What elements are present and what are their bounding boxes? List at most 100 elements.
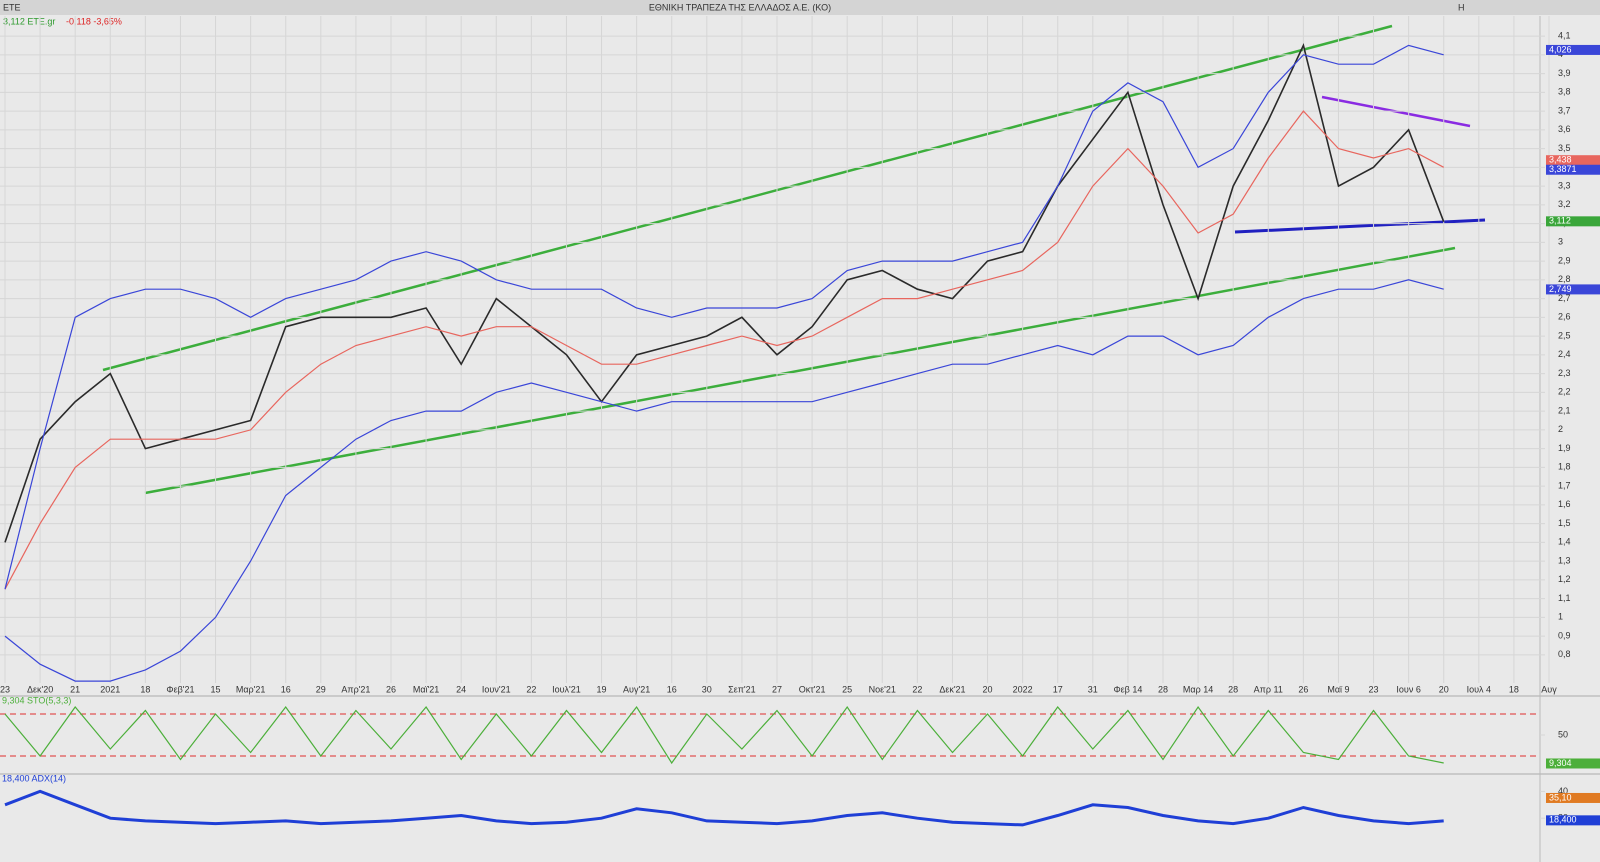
y-tick-label: 2,6 (1558, 312, 1571, 322)
x-tick-label: 2021 (100, 684, 120, 694)
y-tick-label: 1,7 (1558, 480, 1571, 490)
x-tick-label: 17 (1053, 684, 1063, 694)
trend-lines (102, 24, 1486, 495)
x-tick-label: 28 (1228, 684, 1238, 694)
series-line (4, 789, 1444, 827)
y-tick-label: 1,2 (1558, 574, 1571, 584)
y-tick-label: 1 (1558, 612, 1563, 622)
y-tick-label: 2,3 (1558, 368, 1571, 378)
y-tick-label: 2,4 (1558, 349, 1571, 359)
y-tick-label: 2 (1558, 424, 1563, 434)
price-tag (1546, 44, 1600, 55)
y-tick-label: 3,2 (1558, 199, 1571, 209)
x-tick-label: Απρ 11 (1254, 684, 1283, 694)
x-tick-label: 16 (281, 684, 291, 694)
x-tick-label: 15 (211, 684, 221, 694)
price-tag (1546, 815, 1600, 826)
title-bar (0, 0, 1600, 15)
y-tick-label: 3,7 (1558, 105, 1571, 115)
x-tick-label: 26 (386, 684, 396, 694)
y-tick-label: 3,9 (1558, 68, 1571, 78)
price-tag-label: 35,10 (1549, 792, 1572, 802)
x-tick-label: 28 (1158, 684, 1168, 694)
x-tick-label: 31 (1088, 684, 1098, 694)
x-tick-label: Δεκ'20 (27, 684, 53, 694)
x-tick-label: 23 (1369, 684, 1379, 694)
price-tag-label: 9,304 (1549, 758, 1572, 768)
y-tick-label: 1,8 (1558, 462, 1571, 472)
x-tick-label: Ιουν 6 (1396, 684, 1420, 694)
x-tick-label: Μαϊ 9 (1327, 684, 1349, 694)
x-tick-label: Μαρ 14 (1183, 684, 1213, 694)
x-tick-label: 29 (316, 684, 326, 694)
y-tick-label: 3,6 (1558, 124, 1571, 134)
x-tick-label: 23 (0, 684, 10, 694)
price-tag (1546, 792, 1600, 803)
quote-change: -0,118 -3,65% (66, 16, 122, 26)
x-tick-label: 2022 (1013, 684, 1033, 694)
y-tick-label: 3,8 (1558, 87, 1571, 97)
price-tag (1546, 155, 1600, 166)
y-tick-label: 1,9 (1558, 443, 1571, 453)
y-tick-label: 3,3 (1558, 180, 1571, 190)
y-tick-label: 2,2 (1558, 387, 1571, 397)
y-tick-label: 2,5 (1558, 330, 1571, 340)
x-tick-label: Σεπ'21 (728, 684, 756, 694)
x-tick-label: 20 (1439, 684, 1449, 694)
y-tick-label: 3,5 (1558, 143, 1571, 153)
x-tick-label: Απρ'21 (341, 684, 370, 694)
x-tick-label: 16 (667, 684, 677, 694)
support-line (1234, 218, 1486, 234)
x-tick-label: Αυγ (1541, 684, 1557, 694)
y-tick-label: 1,5 (1558, 518, 1571, 528)
x-tick-label: Ιουλ'21 (552, 684, 581, 694)
indicator-title: 18,400 ADX(14) (2, 773, 66, 783)
series-line (4, 43, 1445, 543)
price-tag-label: 4,026 (1549, 44, 1572, 54)
series-line (4, 44, 1444, 590)
indicator-title: 9,304 STO(5,3,3) (2, 695, 71, 705)
quote: 3,112 ETE.gr (3, 16, 55, 26)
y-tick-label: 1,4 (1558, 537, 1571, 547)
x-tick-label: Δεκ'21 (939, 684, 965, 694)
y-tick-label: 3 (1558, 237, 1563, 247)
y-tick-label: 1,3 (1558, 555, 1571, 565)
price-tag-label: 3,112 (1549, 216, 1571, 226)
price-tag-label: 18,400 (1549, 815, 1577, 825)
x-tick-label: Ιουλ 4 (1467, 684, 1491, 694)
y-tick-label: 2,1 (1558, 405, 1571, 415)
x-tick-label: Φεβ 14 (1113, 684, 1142, 694)
y-tick-label: 0,9 (1558, 630, 1571, 640)
y-tick-label: 4,1 (1558, 30, 1571, 40)
window-button[interactable]: H (1458, 2, 1465, 12)
channel-upper (102, 24, 1393, 372)
series-line (4, 279, 1444, 682)
price-tag (1546, 758, 1600, 769)
x-tick-label: 18 (1509, 684, 1519, 694)
x-tick-label: Φεβ'21 (166, 684, 194, 694)
price-tag-label: 3,438 (1549, 155, 1572, 165)
price-tag (1546, 284, 1600, 295)
channel-lower (144, 246, 1456, 495)
x-tick-label: Μαρ'21 (236, 684, 266, 694)
y-tick-label: 2,9 (1558, 255, 1571, 265)
y-tick-label: 2,7 (1558, 293, 1571, 303)
x-tick-label: 18 (140, 684, 150, 694)
x-tick-label: Ιουν'21 (482, 684, 511, 694)
symbol: ETE (3, 2, 21, 12)
x-tick-label: 22 (526, 684, 536, 694)
x-tick-label: Μαϊ'21 (413, 684, 439, 694)
price-tag (1546, 164, 1600, 175)
y-tick-label: 50 (1558, 729, 1568, 739)
x-tick-label: 21 (70, 684, 80, 694)
y-tick-label: 1,1 (1558, 593, 1571, 603)
x-tick-label: 30 (702, 684, 712, 694)
price-tag-label: 3,3871 (1549, 164, 1577, 174)
x-tick-label: 25 (842, 684, 852, 694)
window-title: ΕΘΝΙΚΗ ΤΡΑΠΕΖΑ ΤΗΣ ΕΛΛΑΔΟΣ Α.Ε. (ΚΟ) (649, 2, 831, 12)
x-tick-label: 22 (912, 684, 922, 694)
x-tick-label: 20 (983, 684, 993, 694)
series-line (4, 705, 1444, 765)
y-tick-label: 0,8 (1558, 649, 1571, 659)
